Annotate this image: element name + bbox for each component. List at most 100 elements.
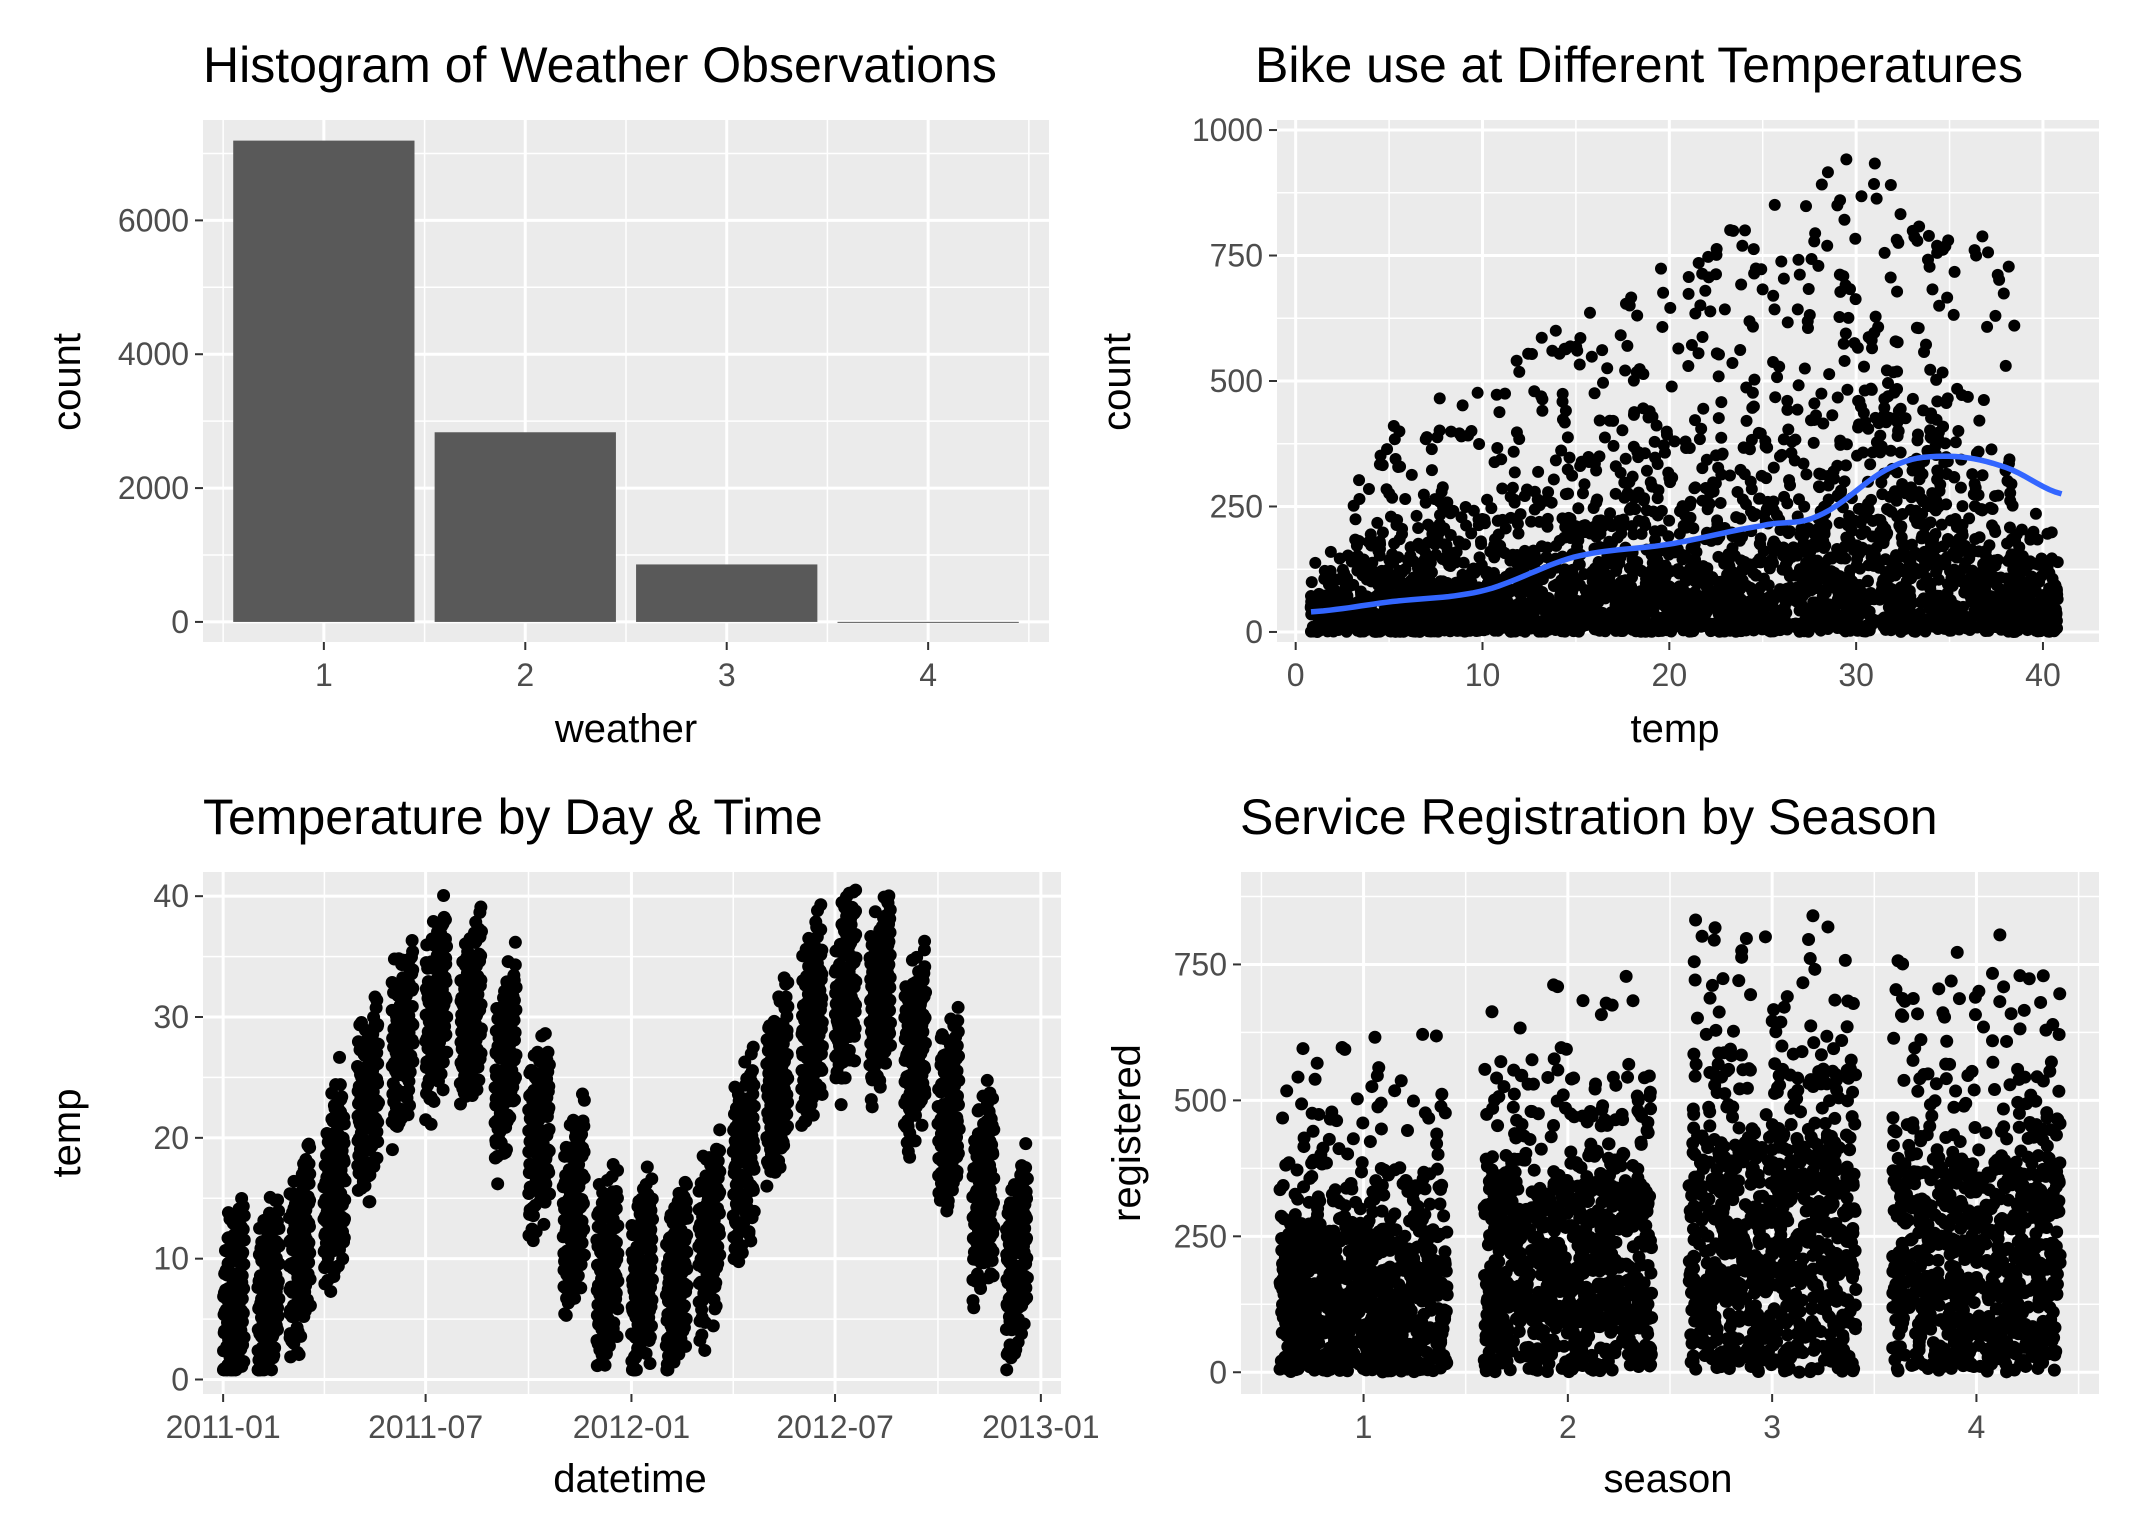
bike-temp-point: [1989, 490, 2002, 503]
temp-datetime-point: [237, 1233, 251, 1247]
bike-temp-point: [1405, 468, 1418, 481]
bike-temp-point: [1905, 491, 1918, 504]
temp-datetime-point: [577, 1093, 591, 1107]
bike-temp-point: [1846, 588, 1859, 601]
bike-temp-point: [1887, 366, 1900, 379]
bike-temp-point: [1924, 424, 1937, 437]
bike-temp-point: [1778, 601, 1791, 614]
bike-temp-point: [1717, 617, 1730, 630]
bike-temp-point: [1866, 342, 1879, 355]
temp-datetime-point: [542, 1058, 556, 1072]
temp-datetime-point: [371, 1135, 385, 1149]
bike-temp-point: [1530, 596, 1543, 609]
bike-temp-point: [1722, 591, 1735, 604]
bike-temp-point: [1593, 450, 1606, 463]
bike-temp-point: [1807, 436, 1820, 449]
bike-temp-point: [1715, 396, 1728, 409]
bike-temp-point: [1776, 547, 1789, 560]
bike-temp-point: [1623, 503, 1636, 516]
temp-datetime-point: [474, 1022, 488, 1036]
bike-temp-point: [1913, 220, 1926, 233]
bike-temp-point: [1974, 503, 1987, 516]
bike-temp-point: [1735, 278, 1748, 291]
bike-temp-point: [1954, 481, 1967, 494]
bike-temp-point: [1939, 437, 1952, 450]
bike-temp-point: [1864, 382, 1877, 395]
bike-temp-point: [1586, 575, 1599, 588]
bike-temp-point: [1710, 268, 1723, 281]
bike-temp-point: [1545, 618, 1558, 631]
temp-datetime-point: [405, 934, 419, 948]
bike-temp-point: [1706, 571, 1719, 584]
bike-temp-point: [1619, 364, 1632, 377]
bike-temp-point: [1926, 487, 1939, 500]
bike-temp-point: [1808, 397, 1821, 410]
bike-temp-point: [1546, 344, 1559, 357]
temp-datetime-point: [509, 1048, 523, 1062]
bike-temp-point: [1555, 444, 1568, 457]
temp-datetime-point: [371, 1037, 385, 1051]
temp-datetime-point: [640, 1160, 654, 1174]
temp-datetime-point: [541, 1045, 555, 1059]
bike-temp-point: [1870, 541, 1883, 554]
bike-temp-point: [1797, 530, 1810, 543]
bike-temp-point: [1666, 622, 1679, 635]
bike-temp-point: [1792, 493, 1805, 506]
bike-temp-point: [1740, 579, 1753, 592]
bike-temp-point: [1932, 500, 1945, 513]
bike-temp-x-tick-label: 30: [1838, 657, 1874, 693]
bike-temp-point: [1510, 354, 1523, 367]
bike-temp-point: [1729, 624, 1742, 637]
bike-temp-point: [1627, 607, 1640, 620]
bike-temp-point: [2033, 575, 2046, 588]
bike-temp-point: [1689, 414, 1702, 427]
bike-temp-point: [1730, 511, 1743, 524]
bike-temp-point: [1572, 558, 1585, 571]
bike-temp-point: [1389, 452, 1402, 465]
temp-datetime-point: [645, 1293, 659, 1307]
bike-temp-point: [1720, 602, 1733, 615]
bike-temp-point: [1872, 321, 1885, 334]
bike-temp-point: [1572, 502, 1585, 515]
bike-temp-point: [1761, 495, 1774, 508]
temp-datetime-point: [439, 975, 453, 989]
bike-temp-point: [1880, 528, 1893, 541]
bike-temp-point: [1895, 520, 1908, 533]
bike-temp-point: [1812, 259, 1825, 272]
bike-temp-point: [1829, 599, 1842, 612]
bike-temp-point: [1640, 464, 1653, 477]
bike-temp-point: [1757, 545, 1770, 558]
bike-temp-point: [1745, 433, 1758, 446]
bike-temp-point: [1481, 493, 1494, 506]
temp-datetime-point: [424, 1117, 438, 1131]
bike-temp-point: [1656, 320, 1669, 333]
bike-temp-point: [1453, 598, 1466, 611]
bike-temp-point: [1891, 383, 1904, 396]
bike-temp-point: [1452, 535, 1465, 548]
bike-temp-point: [1689, 481, 1702, 494]
temp-datetime-point: [371, 1057, 385, 1071]
bike-temp-point: [1966, 546, 1979, 559]
bike-temp-point: [1715, 468, 1728, 481]
bike-temp-point: [1905, 572, 1918, 585]
bike-temp-point: [1726, 357, 1739, 370]
bike-temp-point: [1567, 625, 1580, 638]
temp-datetime-point: [437, 889, 451, 903]
bike-temp-point: [1859, 416, 1872, 429]
bike-temp-point: [1425, 443, 1438, 456]
bike-temp-point: [1381, 443, 1394, 456]
temp-datetime-point: [574, 1281, 588, 1295]
bike-temp-point: [1947, 308, 1960, 321]
bike-temp-point: [2012, 591, 2025, 604]
bike-temp-point: [1891, 429, 1904, 442]
bike-temp-point: [1646, 556, 1659, 569]
temp-datetime-point: [237, 1282, 251, 1296]
bike-temp-point: [1781, 403, 1794, 416]
bike-temp-y-tick-label: 0: [1245, 614, 1263, 650]
bike-temp-point: [1328, 573, 1341, 586]
bike-temp-point: [1425, 464, 1438, 477]
bike-temp-point: [1914, 596, 1927, 609]
bike-temp-point: [1762, 579, 1775, 592]
bike-temp-point: [1976, 230, 1989, 243]
bike-temp-point: [1420, 431, 1433, 444]
